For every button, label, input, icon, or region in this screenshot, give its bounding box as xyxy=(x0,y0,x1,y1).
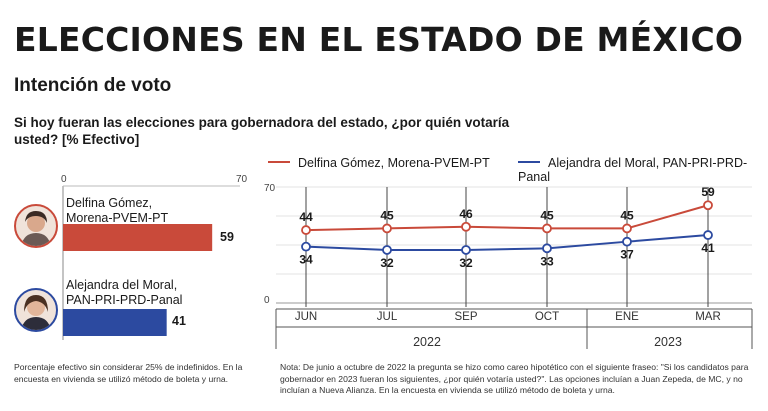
y-tick-min: 0 xyxy=(264,295,270,306)
legend-swatch-red xyxy=(268,160,290,163)
bar-alejandra xyxy=(63,309,167,336)
footnote-right: Nota: De junio a octubre de 2022 la preg… xyxy=(280,362,749,395)
point-delfina xyxy=(542,223,552,234)
point-alejandra xyxy=(301,241,311,252)
bar-delfina xyxy=(63,224,213,251)
y-tick-max: 70 xyxy=(264,183,276,194)
data-label-alejandra: 34 xyxy=(299,253,313,267)
footnote-left: Porcentaje efectivo sin considerar 25% d… xyxy=(14,362,243,384)
data-label-delfina: 59 xyxy=(701,185,715,199)
point-delfina xyxy=(622,223,632,234)
bar-label-delfina-line1: Delfina Gómez, xyxy=(66,196,153,210)
data-label-alejandra: 32 xyxy=(459,256,473,270)
bar-label-delfina-line2: Morena-PVEM-PT xyxy=(66,210,169,225)
year-label-2022: 2022 xyxy=(413,335,441,349)
data-label-alejandra: 37 xyxy=(620,248,634,262)
bar-value-delfina: 59 xyxy=(220,230,234,244)
series-line-alejandra xyxy=(305,234,709,251)
data-label-delfina: 45 xyxy=(620,208,634,222)
x-tick-label: ENE xyxy=(615,311,639,323)
point-alejandra xyxy=(622,236,632,247)
data-label-alejandra: 33 xyxy=(540,254,554,268)
alejandra-avatar xyxy=(14,288,58,332)
point-delfina xyxy=(382,223,392,234)
point-delfina xyxy=(461,221,471,232)
x-tick-label: SEP xyxy=(454,311,477,323)
year-label-2023: 2023 xyxy=(654,335,682,349)
data-label-alejandra: 41 xyxy=(701,241,715,255)
x-tick-label: OCT xyxy=(535,311,559,323)
data-label-alejandra: 32 xyxy=(380,256,394,270)
survey-question: Si hoy fueran las elecciones para gobern… xyxy=(14,115,510,147)
point-alejandra xyxy=(542,243,552,254)
data-label-delfina: 44 xyxy=(299,210,313,224)
series-line-delfina xyxy=(305,204,709,232)
bar-value-alejandra: 41 xyxy=(172,314,186,328)
bar-axis-min-label: 0 xyxy=(61,174,67,185)
legend-item-alejandra: Alejandra del Moral, PAN-PRI-PRD-Panal xyxy=(518,156,768,184)
page-subtitle: Intención de voto xyxy=(14,75,172,96)
legend-label-delfina: Delfina Gómez, Morena-PVEM-PT xyxy=(298,156,490,170)
bar-label-alejandra-line2: PAN-PRI-PRD-Panal xyxy=(66,292,183,307)
point-delfina xyxy=(703,200,713,211)
data-label-delfina: 45 xyxy=(380,208,394,222)
legend-item-delfina: Delfina Gómez, Morena-PVEM-PT xyxy=(268,156,490,170)
legend-swatch-blue xyxy=(518,160,540,163)
delfina-avatar xyxy=(14,204,58,248)
x-tick-label: MAR xyxy=(695,311,721,323)
legend-label-alejandra: Alejandra del Moral, PAN-PRI-PRD-Panal xyxy=(518,156,748,184)
bar-label-alejandra: Alejandra del Moral, PAN-PRI-PRD-Panal xyxy=(66,278,182,307)
x-tick-label: JUN xyxy=(295,311,317,323)
bar-label-alejandra-line1: Alejandra del Moral, xyxy=(66,278,178,292)
page-title: ELECCIONES EN EL ESTADO DE MÉXICO xyxy=(14,20,744,59)
bar-axis-max-label: 70 xyxy=(236,174,248,185)
bar-label-delfina: Delfina Gómez, Morena-PVEM-PT xyxy=(66,196,168,225)
data-label-delfina: 45 xyxy=(540,208,554,222)
x-tick-label: JUL xyxy=(377,311,398,323)
point-delfina xyxy=(301,225,311,235)
point-alejandra xyxy=(461,245,471,255)
point-alejandra xyxy=(703,230,713,240)
data-label-delfina: 46 xyxy=(459,207,473,221)
point-alejandra xyxy=(382,245,392,255)
